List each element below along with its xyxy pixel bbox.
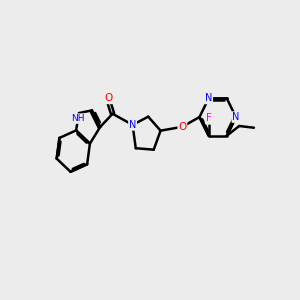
Text: N: N: [129, 120, 136, 130]
Text: O: O: [104, 93, 112, 103]
Text: F: F: [206, 113, 211, 123]
Text: O: O: [178, 122, 187, 132]
Text: N: N: [232, 112, 240, 122]
Text: NH: NH: [71, 114, 84, 123]
Text: N: N: [205, 94, 212, 103]
